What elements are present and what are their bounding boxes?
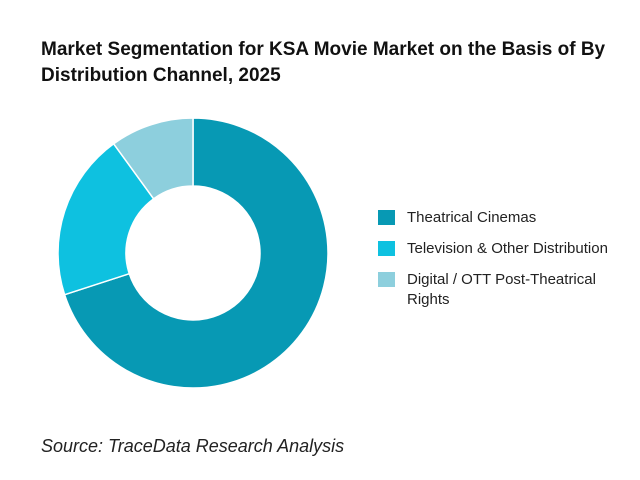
legend-label-television: Television & Other Distribution xyxy=(407,240,608,257)
legend-swatch-theatrical xyxy=(378,210,395,225)
legend-swatch-television xyxy=(378,241,395,256)
legend-item-digital: Digital / OTT Post-Theatrical Rights xyxy=(378,270,633,310)
legend-swatch-digital xyxy=(378,272,395,287)
source-note: Source: TraceData Research Analysis xyxy=(41,436,345,456)
slice-digital xyxy=(112,117,194,200)
slice-television xyxy=(57,142,155,296)
legend-label-theatrical: Theatrical Cinemas xyxy=(407,209,537,226)
legend-item-theatrical: Theatrical Cinemas xyxy=(378,208,633,228)
chart-title: Market Segmentation for KSA Movie Market… xyxy=(41,39,606,86)
legend: Theatrical Cinemas Television & Other Di… xyxy=(378,208,633,321)
legend-item-television: Television & Other Distribution xyxy=(378,239,633,259)
slice-theatrical xyxy=(63,117,329,389)
legend-label-digital: Digital / OTT Post-Theatrical Rights xyxy=(407,271,596,308)
